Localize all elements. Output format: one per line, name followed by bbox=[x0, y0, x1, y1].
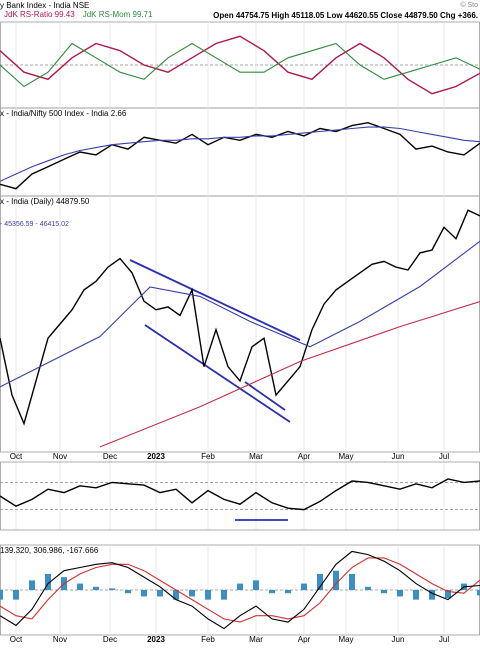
panel-subtitle: - 45356.59 - 46415.02 bbox=[0, 221, 69, 228]
histogram-bar bbox=[109, 588, 115, 590]
panel-title: 139.320, 306.986, -167.666 bbox=[0, 546, 99, 555]
histogram-bar bbox=[189, 590, 195, 597]
x-tick-label: Jun bbox=[392, 452, 405, 461]
series-line bbox=[0, 42, 480, 88]
x-tick-label: Jul bbox=[439, 452, 449, 461]
histogram-bar bbox=[333, 570, 339, 590]
histogram-bar bbox=[349, 573, 355, 590]
histogram-bar bbox=[445, 590, 451, 599]
panel-title: x - India/Nifty 500 Index - India 2.66 bbox=[0, 109, 127, 118]
histogram-bar bbox=[77, 583, 83, 590]
histogram-bar bbox=[13, 590, 19, 600]
x-tick-label: Nov bbox=[53, 635, 67, 644]
series-line bbox=[99, 300, 480, 448]
histogram-bar bbox=[381, 590, 387, 594]
x-tick-label: Mar bbox=[249, 452, 263, 461]
histogram-bar bbox=[477, 590, 480, 596]
series-line bbox=[0, 550, 480, 630]
series-line bbox=[0, 478, 480, 511]
histogram-bar bbox=[365, 586, 371, 590]
histogram-bar bbox=[29, 580, 35, 590]
histogram-bar bbox=[141, 590, 147, 597]
x-tick-label: Nov bbox=[53, 452, 67, 461]
legend-entry: JdK RS-Mom 99.71 bbox=[83, 10, 153, 19]
histogram-bar bbox=[301, 583, 307, 590]
histogram-bar bbox=[285, 590, 291, 594]
x-tick-label: May bbox=[338, 635, 353, 644]
histogram-bar bbox=[413, 590, 419, 600]
histogram-bar bbox=[0, 590, 3, 600]
x-tick-label: Dec bbox=[103, 452, 117, 461]
trend-lines bbox=[129, 259, 301, 521]
panel-frame bbox=[0, 107, 480, 197]
x-tick-label: Apr bbox=[298, 635, 311, 644]
x-tick-label: Dec bbox=[103, 635, 117, 644]
trend-line bbox=[244, 381, 286, 411]
x-tick-label: Feb bbox=[201, 452, 215, 461]
histogram-bar bbox=[317, 573, 323, 590]
series-line bbox=[0, 557, 480, 623]
histogram-bar bbox=[429, 590, 435, 600]
histogram-bar bbox=[221, 590, 227, 600]
series-line bbox=[0, 209, 480, 426]
series-line bbox=[0, 240, 480, 388]
histogram-bar bbox=[93, 586, 99, 590]
histogram-bar bbox=[205, 590, 211, 600]
x-tick-label: Oct bbox=[10, 635, 23, 644]
x-tick-label: 2023 bbox=[147, 635, 165, 644]
panel-title: x - India (Daily) 44879.50 bbox=[0, 197, 90, 206]
x-tick-label: Oct bbox=[10, 452, 23, 461]
x-tick-label: Mar bbox=[249, 635, 263, 644]
legend-entry: JdK RS-Ratio 99.43 bbox=[4, 10, 75, 19]
series-line bbox=[0, 35, 480, 95]
x-tick-label: Jul bbox=[439, 635, 449, 644]
histogram-bar bbox=[157, 590, 163, 597]
histogram-bar bbox=[173, 590, 179, 600]
x-tick-label: Jun bbox=[392, 635, 405, 644]
histogram-bar bbox=[397, 590, 403, 597]
series-line bbox=[0, 126, 480, 182]
x-tick-label: Feb bbox=[201, 635, 215, 644]
x-tick-label: 2023 bbox=[147, 452, 165, 461]
ohlc: Open 44754.75 High 45118.05 Low 44620.55… bbox=[213, 11, 478, 20]
credit: © Sto bbox=[460, 1, 478, 9]
x-tick-label: May bbox=[338, 452, 353, 461]
histogram-bar bbox=[45, 573, 51, 590]
page-title: y Bank Index - India NSE bbox=[0, 1, 89, 10]
x-tick-label: Apr bbox=[298, 452, 311, 461]
histogram-bar bbox=[253, 580, 259, 590]
trend-line bbox=[144, 324, 291, 423]
series-line bbox=[0, 121, 480, 190]
trend-line bbox=[129, 259, 301, 341]
histogram-bar bbox=[269, 590, 275, 594]
histogram-bar bbox=[125, 590, 131, 594]
histogram-bar bbox=[237, 583, 243, 590]
